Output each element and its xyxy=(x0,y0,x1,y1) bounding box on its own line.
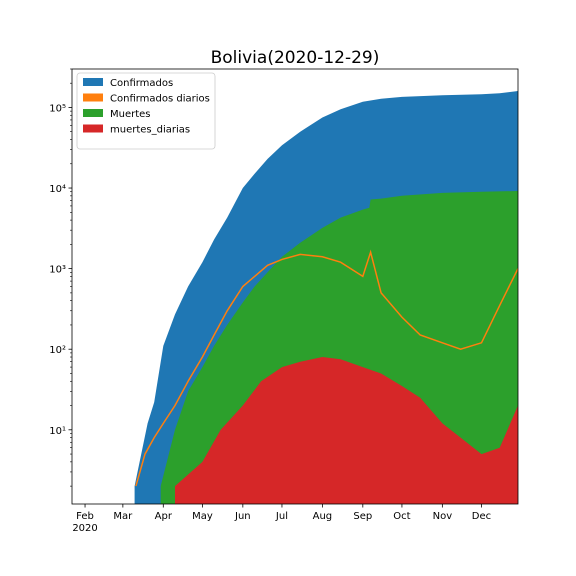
plot-area xyxy=(134,91,518,504)
series-group xyxy=(134,91,518,504)
y-tick-label: 10¹ xyxy=(49,426,66,437)
y-tick-label: 10⁴ xyxy=(49,184,66,195)
x-tick-label: May xyxy=(192,511,213,522)
y-tick-label: 10⁵ xyxy=(49,103,66,114)
legend-swatch xyxy=(83,93,103,102)
legend-label: Confirmados xyxy=(110,78,173,89)
series-line-confirmados-diarios xyxy=(135,249,518,487)
legend-label: Muertes xyxy=(110,109,151,120)
legend-swatch xyxy=(83,109,103,117)
x-tick-label: Jun xyxy=(234,511,251,522)
series-area-muertes-diarias xyxy=(175,357,518,504)
x-tick-sublabel: 2020 xyxy=(72,523,97,534)
chart-title: Bolivia(2020-12-29) xyxy=(211,48,380,68)
legend-label: muertes_diarias xyxy=(110,125,190,136)
legend-swatch xyxy=(83,78,103,86)
x-tick-label: Feb xyxy=(76,511,94,522)
y-tick-label: 10² xyxy=(49,345,66,356)
legend: Confirmados Confirmados diarios Muertes mue… xyxy=(76,72,216,150)
x-tick-label: Aug xyxy=(313,511,333,522)
x-tick-label: Oct xyxy=(393,511,410,522)
x-tick-label: Dec xyxy=(472,511,491,522)
x-tick-label: Mar xyxy=(113,511,133,522)
legend-label: Confirmados diarios xyxy=(110,94,210,105)
y-tick-label: 10³ xyxy=(49,265,66,276)
x-tick-label: Nov xyxy=(433,511,453,522)
x-tick-label: Sep xyxy=(353,511,372,522)
legend-swatch xyxy=(83,124,103,133)
legend-box xyxy=(76,72,216,150)
x-tick-label: Apr xyxy=(155,511,173,522)
x-tick-label: Jul xyxy=(275,511,288,522)
